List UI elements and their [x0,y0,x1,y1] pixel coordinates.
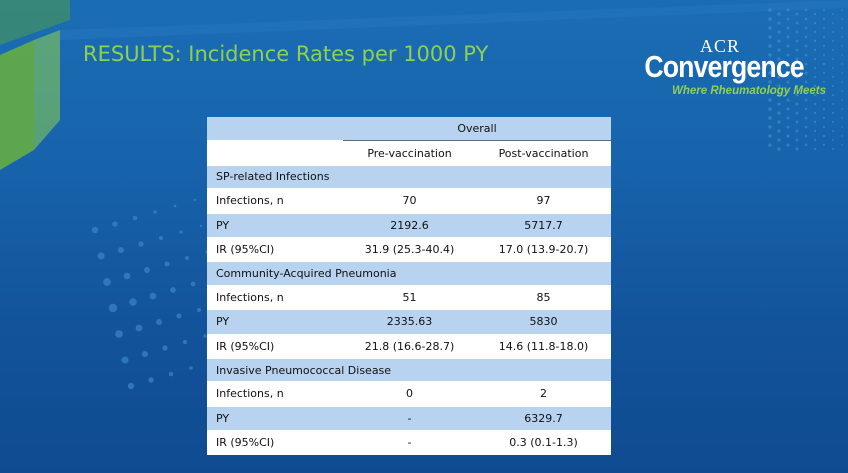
pre-vaccination-value: 2335.63 [343,309,476,335]
row-label: Infections, n [207,285,343,311]
acr-convergence-logo: ACR Convergence Where Rheumatology Meets [632,36,826,102]
row-label: PY [207,213,343,238]
table-row: IR (95%CI) -0.3 (0.1-1.3) [207,430,611,456]
slide-title: RESULTS: Incidence Rates per 1000 PY [83,42,489,66]
table-row: PY 2192.6 5717.7 [207,213,611,238]
incidence-rates-table: Overall Pre-vaccination Post-vaccination… [207,117,611,456]
pre-vaccination-value: - [343,430,476,456]
post-vaccination-value: 97 [476,188,611,214]
table-section-row: Community-Acquired Pneumonia [207,261,611,286]
table-footnote: PY: Patient-years of exposure; IR: Incid… [209,445,572,456]
post-vaccination-value: 17.0 (13.9-20.7) [476,237,611,263]
row-label: IR (95%CI) [207,430,343,456]
table-row: PY -6329.7 [207,406,611,432]
table-header-group-row: Overall [207,117,611,142]
table-section-row: SP-related Infections [207,165,611,190]
logo-convergence-text: Convergence [644,49,804,84]
section-title: Invasive Pneumococcal Disease [207,358,611,383]
post-vaccination-value: 2 [476,381,611,407]
table-row: IR (95%CI) 21.8 (16.6-28.7) 14.6 (11.8-18.… [207,334,611,359]
post-vaccination-value: 6329.7 [476,406,611,432]
logo-acr-text: ACR [699,36,740,56]
table-column-header-row: Pre-vaccination Post-vaccination [207,140,611,166]
pre-vaccination-value: 2192.6 [343,213,476,238]
row-label: Infections, n [207,381,343,407]
row-label: Infections, n [207,188,343,214]
pre-vaccination-value: 51 [343,285,476,311]
section-title: SP-related Infections [207,165,611,190]
pre-vaccination-value: 31.9 (25.3-40.4) [343,237,476,263]
post-vaccination-header: Post-vaccination [476,140,611,166]
table-row: PY 2335.63 5830 [207,309,611,335]
logo-tagline: Where Rheumatology Meets [672,85,826,97]
row-label: IR (95%CI) [207,334,343,359]
post-vaccination-value: 5830 [476,309,611,335]
row-label: IR (95%CI) [207,237,343,263]
table-row: IR (95%CI) 31.9 (25.3-40.4) 17.0 (13.9-20.… [207,237,611,263]
pre-vaccination-value: 21.8 (16.6-28.7) [343,334,476,359]
table-section-row: Invasive Pneumococcal Disease [207,358,611,383]
pre-vaccination-value: 70 [343,188,476,214]
overall-header: Overall [343,117,611,142]
row-label: PY [207,406,343,432]
post-vaccination-value: 14.6 (11.8-18.0) [476,334,611,359]
pre-vaccination-value: - [343,406,476,432]
table-row: Infections, n 51 85 [207,285,611,311]
post-vaccination-value: 5717.7 [476,213,611,238]
row-label: PY [207,309,343,335]
table-row: Infections, n 70 97 [207,188,611,214]
section-title: Community-Acquired Pneumonia [207,261,611,286]
pre-vaccination-header: Pre-vaccination [343,140,476,166]
post-vaccination-value: 85 [476,285,611,311]
post-vaccination-value: 0.3 (0.1-1.3) [476,430,611,456]
pre-vaccination-value: 0 [343,381,476,407]
